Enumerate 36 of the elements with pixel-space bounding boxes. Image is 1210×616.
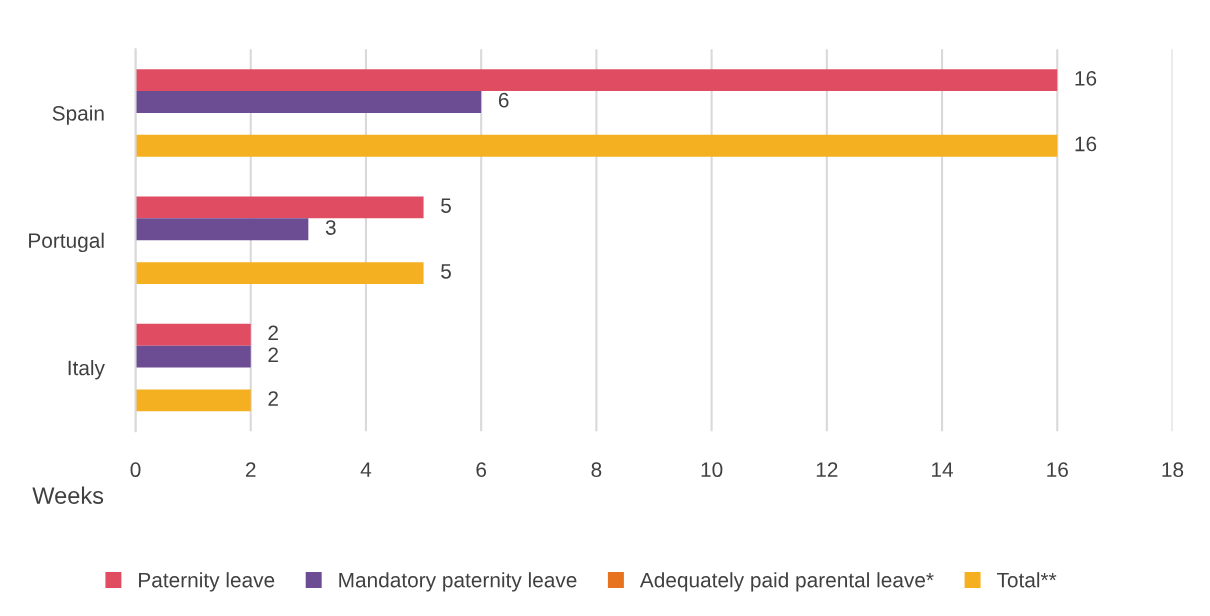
bar (135, 91, 482, 113)
x-tick-label: 10 (701, 462, 723, 478)
x-tick-label: 6 (476, 462, 487, 478)
data-label: 3 (325, 220, 336, 235)
data-label: 16 (1075, 70, 1097, 86)
legend-label: Adequately paid parental leave* (639, 572, 934, 592)
x-tick-label: 12 (816, 462, 838, 477)
x-tick-label: 4 (360, 462, 372, 477)
legend-label: Mandatory paternity leave (339, 572, 577, 592)
y-tick-label: Spain (52, 105, 104, 125)
x-tick-label: 2 (245, 462, 256, 477)
data-label: 5 (441, 264, 451, 279)
bar (135, 262, 424, 285)
x-tick-label: 0 (130, 462, 141, 478)
x-tick-label: 8 (591, 462, 602, 478)
data-label: 2 (268, 391, 278, 406)
bar (135, 69, 1058, 92)
data-label: 2 (268, 325, 278, 341)
bar (135, 389, 251, 412)
legend-label: Paternity leave (139, 572, 275, 592)
x-tick-label: 14 (932, 462, 954, 477)
x-tick-label: 18 (1162, 462, 1184, 478)
x-tick-label: 16 (1047, 462, 1068, 478)
bar (135, 323, 251, 346)
legend-label: Total** (996, 572, 1057, 588)
x-axis-title: Weeks (32, 486, 104, 504)
y-tick-label: Italy (68, 360, 105, 380)
y-tick-label: Portugal (29, 232, 104, 253)
bar (135, 134, 1058, 157)
bar (135, 196, 424, 219)
bar (135, 218, 309, 241)
data-label: 16 (1075, 136, 1097, 152)
data-label: 5 (441, 198, 451, 213)
data-label: 6 (498, 92, 509, 108)
data-label: 2 (268, 347, 278, 362)
bar (135, 345, 251, 368)
